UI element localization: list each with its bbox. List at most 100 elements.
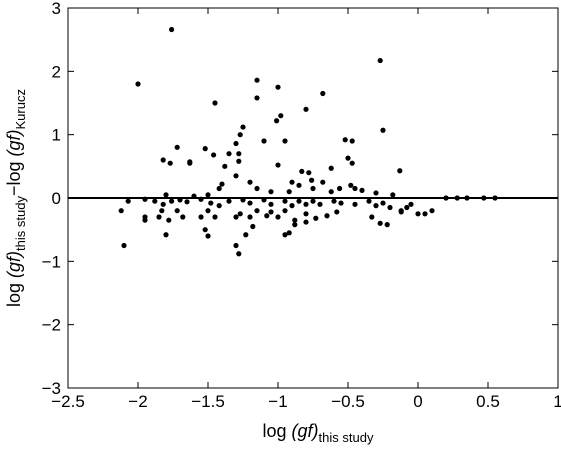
data-point [303,211,309,217]
data-point [397,168,403,174]
data-point [156,214,162,220]
data-point [296,182,302,188]
data-point [377,57,383,64]
data-point [345,155,351,161]
data-point [160,157,166,163]
data-point [254,95,260,101]
data-point [366,198,372,204]
data-point [198,214,204,220]
y-axis-label: log (gf)this study−log (gf)Kurucz [4,89,28,307]
data-point [118,208,124,214]
data-point [348,182,354,188]
data-point [278,113,284,119]
data-point [464,195,470,201]
x-tick-label: 0 [413,392,422,411]
data-point [349,138,355,144]
data-point [373,190,379,196]
data-point [303,106,309,112]
x-tick-label: −1 [268,392,287,411]
data-point [337,185,343,192]
data-point [390,192,396,198]
data-point [349,160,355,166]
y-tick-label: 2 [52,62,61,81]
data-point [174,208,180,214]
data-point [289,203,295,209]
data-point [247,214,253,220]
data-point [317,201,323,207]
data-point [303,219,309,225]
data-point [286,189,292,195]
data-point [243,232,249,238]
data-point [296,198,302,204]
data-point [398,209,404,215]
data-point [454,195,460,201]
data-point [369,214,375,220]
data-point [121,242,127,249]
data-point [187,160,193,166]
data-point [216,185,222,192]
data-point [342,137,348,143]
data-point [328,189,334,195]
data-point [261,197,267,203]
data-point [226,198,232,204]
data-point [211,152,217,158]
data-point [237,211,243,217]
data-point [240,197,246,203]
data-point [202,146,208,152]
data-point [205,192,211,198]
x-tick-labels: −2.5 −2 −1.5 −1 −0.5 0 0.5 1 [51,392,561,411]
x-tick-label: −2 [128,392,147,411]
data-point [169,198,175,204]
data-point [292,217,298,223]
data-point [320,90,326,97]
data-point [404,204,410,211]
data-point [334,209,340,215]
data-point [236,151,242,157]
data-point [233,214,239,220]
data-point [212,214,218,220]
data-point [205,208,211,214]
data-point [282,198,288,204]
y-tick-label: −3 [42,379,61,398]
data-point [268,209,274,215]
data-point [331,198,337,204]
data-point [481,195,487,201]
data-point [125,198,131,204]
data-point [415,211,421,217]
data-point [233,242,239,249]
data-point [443,195,449,201]
data-point [492,195,498,201]
data-point [163,232,169,238]
data-point [261,138,267,144]
x-tick-label: −0.5 [331,392,365,411]
data-point [226,151,232,157]
data-point [422,211,428,217]
data-point [338,200,344,206]
data-point [174,144,180,150]
data-point [205,233,211,239]
data-point [142,217,148,223]
x-tick-label: 1 [553,392,561,411]
data-point [310,185,316,192]
data-point [216,203,222,209]
data-point [250,223,256,230]
data-point [275,84,281,90]
data-point [359,187,365,193]
data-point [306,170,312,176]
x-tick-label: 0.5 [476,392,500,411]
data-point [289,179,295,185]
data-point [184,199,190,205]
data-point [163,192,169,198]
data-point [286,230,292,236]
data-point [142,196,148,202]
data-point [264,213,270,219]
data-point [299,168,305,174]
data-point [254,77,260,83]
data-point [160,201,166,207]
data-point [275,214,281,220]
data-point [135,81,141,87]
data-point [254,185,260,192]
data-point [328,165,334,171]
data-point [387,204,393,211]
